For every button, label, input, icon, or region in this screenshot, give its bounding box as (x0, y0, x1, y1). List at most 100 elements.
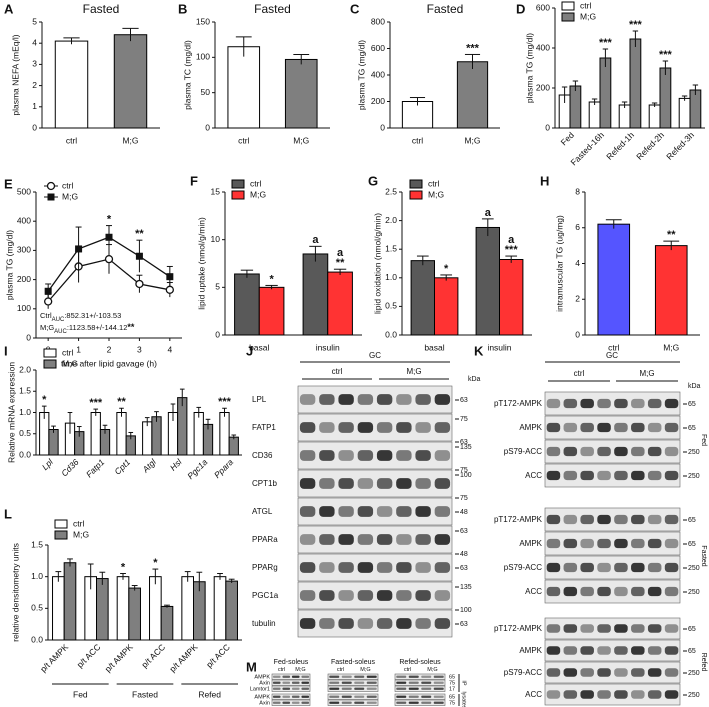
blot-band (421, 701, 432, 704)
blot-band (664, 562, 679, 573)
y-tick-label: 5 (215, 282, 220, 292)
kda-marker: 100 (460, 472, 472, 479)
blot-band (647, 690, 662, 699)
blot-band (433, 675, 444, 678)
row-label: AMPK (519, 423, 542, 432)
y-tick-label: 50 (201, 87, 211, 97)
blot-strip (271, 679, 311, 686)
blot-band (338, 590, 354, 601)
kda-marker: 17 (449, 686, 455, 692)
blot-band (664, 624, 679, 633)
x-tick-label: 4 (167, 344, 172, 354)
blot-band (563, 538, 578, 549)
blot-band (631, 446, 645, 457)
bar (648, 104, 661, 129)
blot-band (329, 701, 340, 704)
panel-label: C (350, 1, 360, 16)
marker (44, 297, 53, 306)
blot-band (366, 687, 377, 690)
blot-band (597, 398, 611, 409)
blot-band (546, 562, 561, 573)
x-tick-label: Refed-2h (634, 130, 666, 162)
blot-band (647, 538, 662, 549)
blot-band (319, 478, 335, 489)
y-tick-label: 2.5 (385, 186, 397, 196)
y-tick-label: 1 (32, 101, 37, 111)
marker (46, 181, 56, 191)
blot-band (664, 646, 679, 655)
annotation: *** (629, 19, 643, 31)
blot-band (415, 590, 431, 601)
panel-label: G (368, 173, 378, 188)
blot-strip (394, 673, 446, 680)
blot-band (415, 534, 431, 545)
blot-band (546, 398, 561, 409)
blot-band (433, 681, 444, 684)
legend-label: M;G (428, 189, 444, 199)
blot-band (597, 514, 611, 525)
legend-label: M;G (73, 529, 89, 539)
bar (284, 58, 318, 129)
blot-band (299, 618, 316, 629)
blot-band (396, 675, 407, 678)
blot-band (631, 586, 645, 597)
row-label: AMPK (254, 674, 270, 680)
blot-strip (544, 661, 681, 684)
legend-swatch (409, 190, 423, 200)
annotation: * (42, 394, 47, 406)
kda-marker: 75 (460, 495, 468, 502)
blot-band (415, 562, 431, 573)
blot-strip (394, 693, 446, 700)
blot-band (597, 586, 611, 597)
auc-name: M;G (40, 323, 54, 332)
y-tick-label: 100 (196, 52, 210, 62)
blot-band (546, 668, 561, 677)
blot-band (647, 586, 662, 597)
block-label: lysates (461, 691, 467, 707)
x-tick-label: Fatp1 (84, 457, 107, 480)
blot-band (396, 618, 412, 629)
blot-band (434, 534, 451, 545)
blot-band (341, 681, 352, 684)
group-label: M;G (639, 369, 654, 378)
x-tick-label: Lpl (40, 456, 56, 472)
y-tick-label: 800 (371, 16, 385, 26)
group-label: Fed-soleus (274, 659, 309, 666)
group-label: ctrl (332, 367, 343, 376)
bar (475, 226, 501, 336)
bar (142, 421, 153, 456)
blot-band (546, 586, 561, 597)
blot-band (614, 470, 628, 481)
lane-label: ctrl (404, 667, 411, 673)
bar (228, 436, 239, 456)
row-label: Axin (259, 680, 270, 686)
blot-band (282, 681, 291, 684)
row-label: ACC (525, 690, 542, 699)
y-tick-label: 1.0 (31, 571, 43, 581)
blot-band (301, 701, 310, 704)
blot-band (631, 470, 645, 481)
blot-band (319, 394, 335, 405)
row-label: AMPK (254, 694, 270, 700)
blot-band (631, 668, 645, 677)
x-tick-label: Hsl (168, 456, 185, 473)
blot-band (338, 534, 354, 545)
blot-band (580, 422, 594, 433)
x-tick-label: 2 (107, 344, 112, 354)
blot-band (354, 701, 365, 704)
kda-marker: 65 (688, 425, 696, 432)
blot-band (664, 538, 679, 549)
blot-band (563, 446, 578, 457)
blot-band (415, 422, 431, 433)
blot-band (580, 562, 594, 573)
blot-band (396, 701, 407, 704)
row-label: pS79-ACC (504, 563, 542, 572)
row-label: PPARa (252, 535, 278, 544)
blot-band (354, 687, 365, 690)
blot-band (396, 450, 412, 461)
bar (54, 40, 89, 129)
panel-label: K (474, 343, 484, 358)
block-label: IP (461, 680, 467, 686)
blot-band (434, 562, 451, 573)
blot-band (272, 675, 281, 678)
